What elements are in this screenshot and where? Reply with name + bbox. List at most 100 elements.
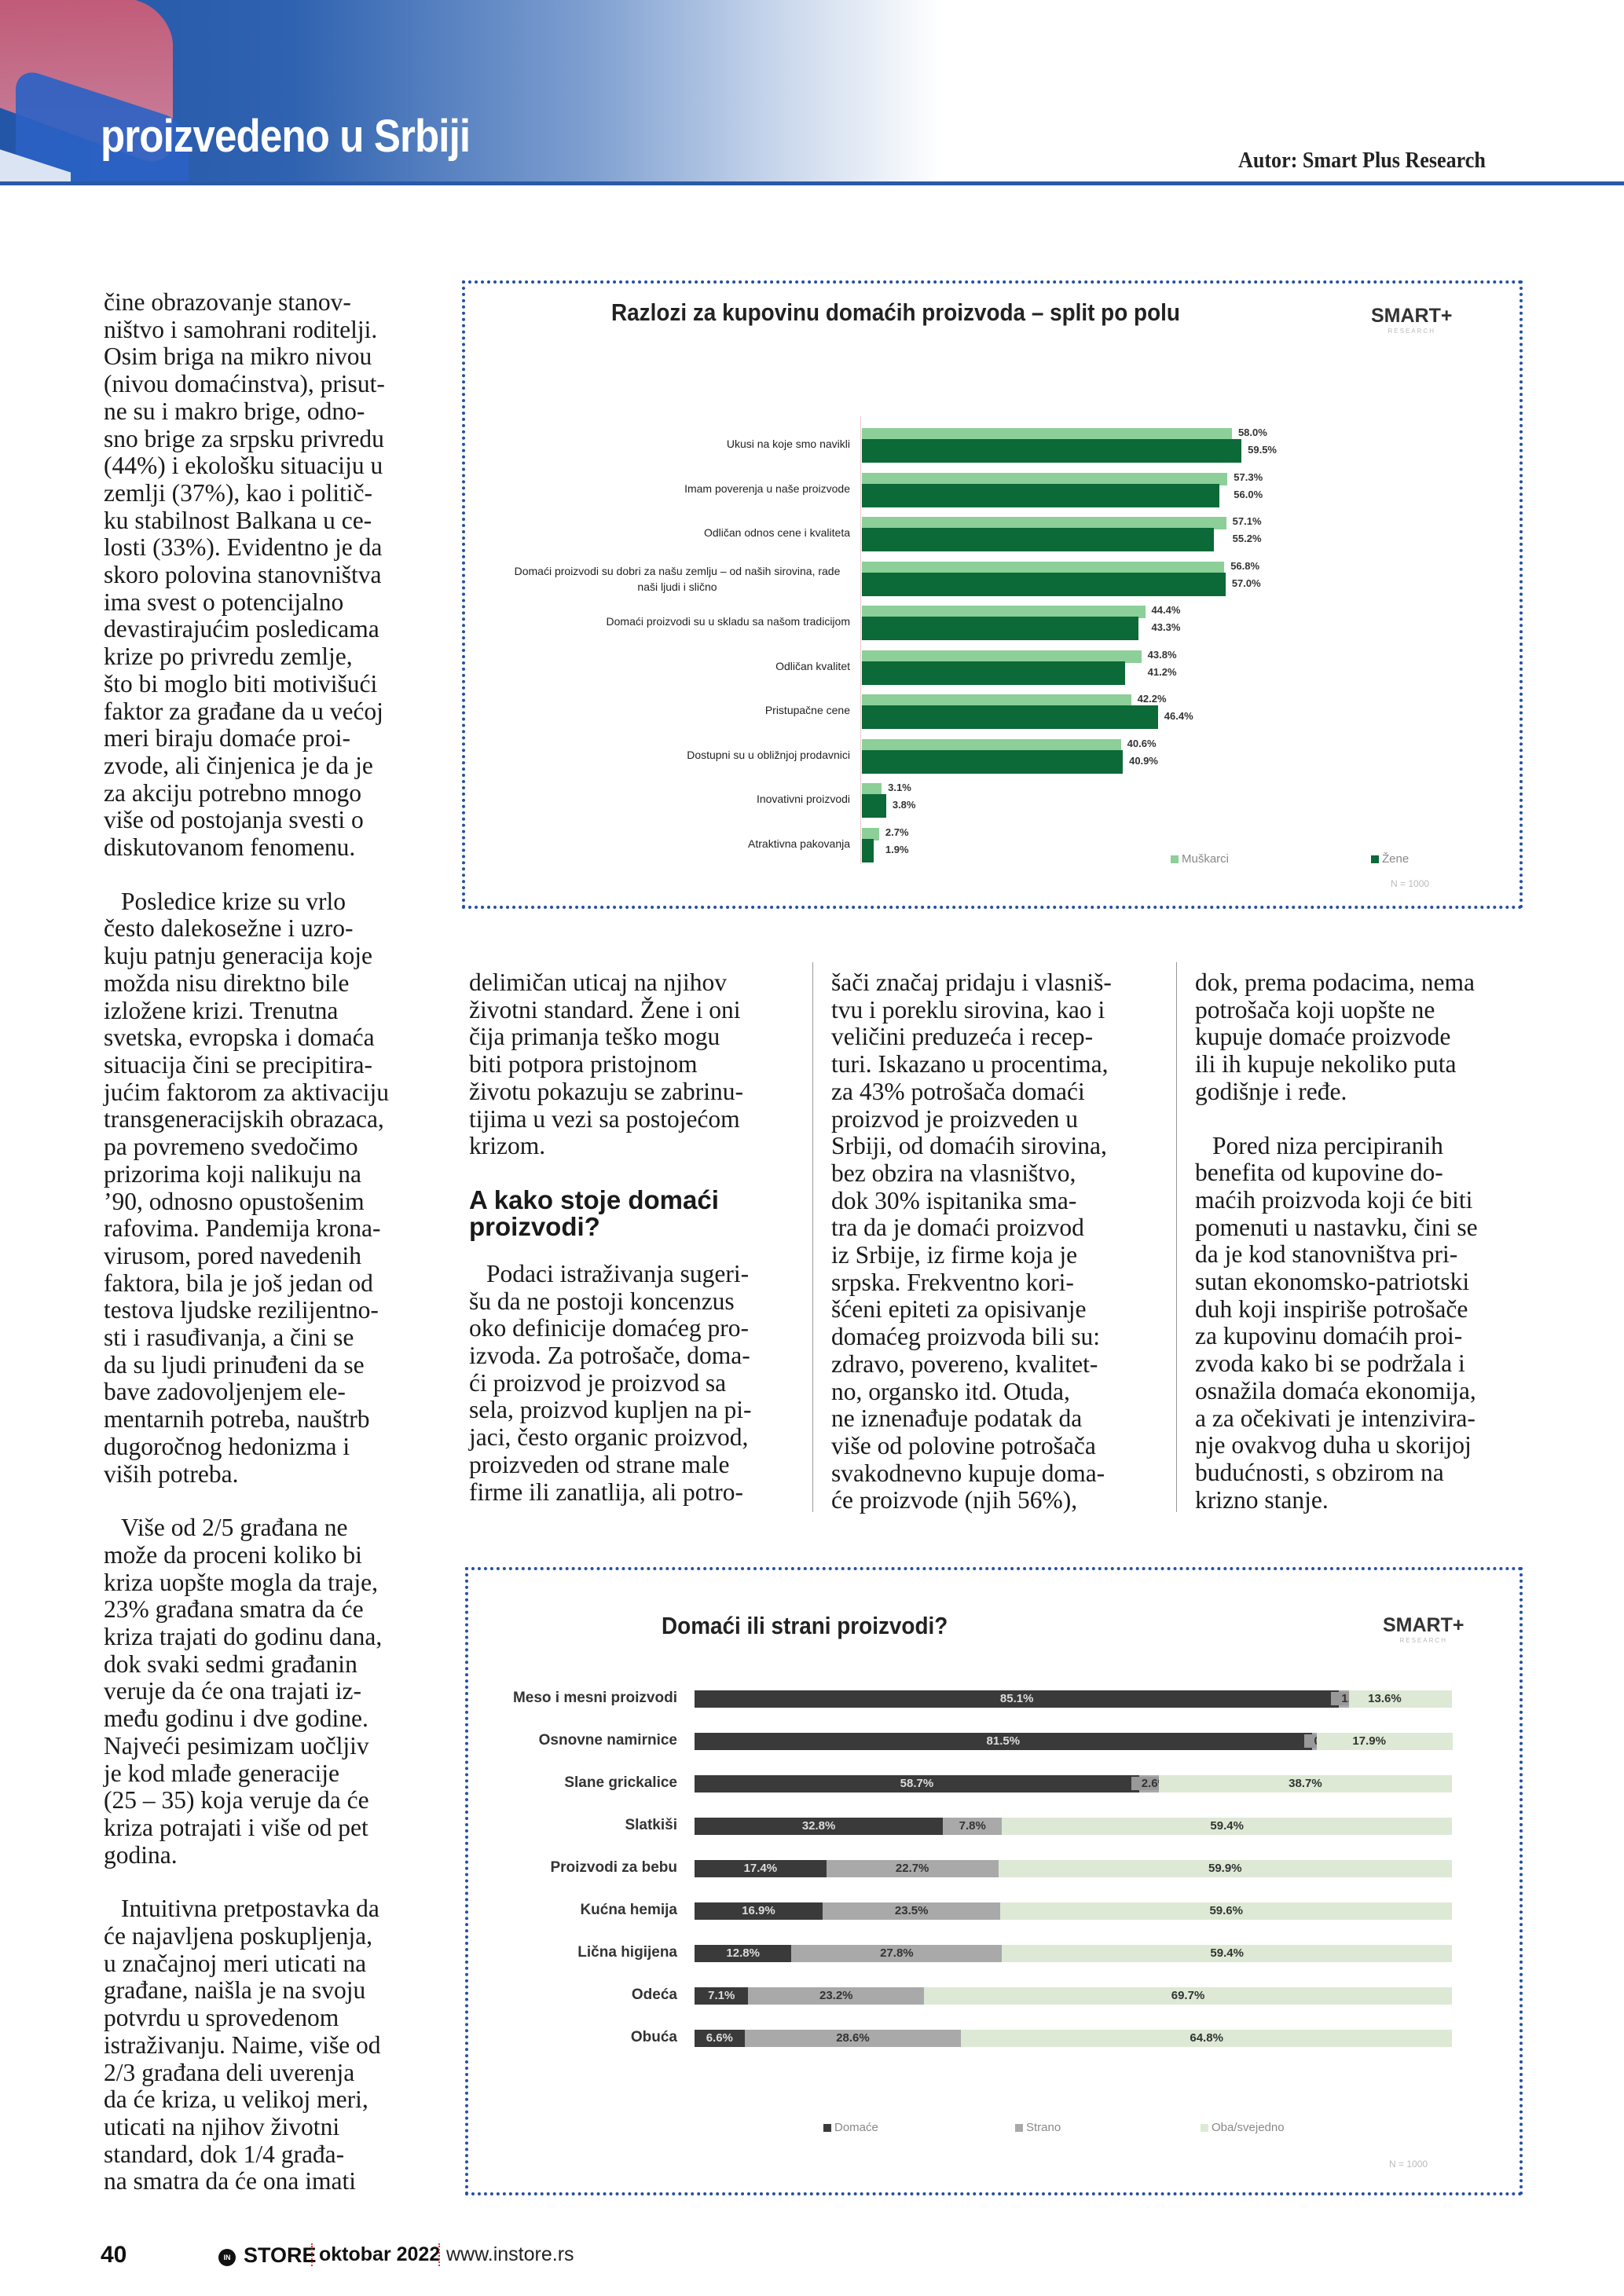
text-line: jućim faktorom za aktivaciju bbox=[104, 1078, 389, 1106]
text-line: Podaci istraživanja sugeri- bbox=[486, 1259, 750, 1287]
text-line: (44%) i ekološku situaciju u bbox=[104, 452, 383, 480]
text-line: kuju patnju generacija koje bbox=[104, 942, 372, 970]
chart1-category-label: Domaći proizvodi su dobri za našu zemlju… bbox=[514, 564, 841, 593]
column-divider bbox=[1176, 962, 1177, 1512]
paragraph: čine obrazovanje stanov-ništvo i samohra… bbox=[104, 288, 434, 862]
chart2-bar-obasvejedno bbox=[1002, 1818, 1452, 1835]
text-line: da je kod stanovništva pri- bbox=[1195, 1240, 1458, 1269]
paragraph: Intuitivna pretpostavka da će najavljena … bbox=[104, 1895, 434, 2195]
chart1-bar-muskarci bbox=[862, 650, 1142, 663]
text-line: srpska. Frekventno kori- bbox=[831, 1268, 1074, 1296]
text-line: Više od 2/5 građana ne bbox=[121, 1514, 348, 1542]
chart1-bar-muskarci bbox=[862, 517, 1226, 529]
chart1-axis-line bbox=[860, 416, 861, 864]
text-line: životni standard. Žene i oni bbox=[469, 995, 741, 1023]
text-line: na smatra da će ona imati bbox=[104, 2167, 356, 2195]
legend-label: Žene bbox=[1382, 852, 1410, 866]
text-line: osnažila domaća ekonomija, bbox=[1195, 1376, 1476, 1404]
chart1-bar-zene bbox=[862, 661, 1125, 685]
magazine-logo: IN STORE bbox=[218, 2243, 317, 2268]
chart2-value-label: 69.7% bbox=[1171, 1989, 1205, 2002]
chart1-bar-zene bbox=[862, 439, 1242, 463]
text-line: domaćeg proizvoda bili su: bbox=[831, 1323, 1101, 1351]
text-line: kriza trajati do godinu dana, bbox=[104, 1623, 383, 1651]
chart1-legend-item: Žene bbox=[1371, 852, 1409, 866]
chart2-sample-note: N = 1000 bbox=[1389, 2159, 1428, 2170]
chart1-bar-muskarci bbox=[862, 694, 1131, 707]
paragraph: šači značaj pridaju i vlasniš-tvu i pore… bbox=[831, 969, 1169, 1514]
column-divider bbox=[812, 962, 813, 1512]
chart2-bar-obasvejedno bbox=[961, 2030, 1452, 2047]
smart-plus-logo: SMART+ RESEARCH bbox=[1383, 1614, 1465, 1644]
chart2-value-label: 6.6% bbox=[706, 2031, 733, 2045]
chart1-value-muskarci: 2.7% bbox=[885, 826, 909, 838]
chart1-category-label: Atraktivna pakovanja bbox=[748, 837, 850, 850]
legend-label: Domaće bbox=[834, 2121, 878, 2134]
text-line: veličini preduzeća i recep- bbox=[831, 1023, 1094, 1051]
chart2-category-label: Obuća bbox=[630, 2029, 677, 2045]
chart2-value-label: 38.7% bbox=[1289, 1777, 1322, 1790]
chart1-bar-muskarci bbox=[862, 827, 879, 840]
chart1-value-muskarci: 56.8% bbox=[1230, 559, 1260, 572]
chart2-bar-strano bbox=[826, 1860, 999, 1877]
chart2-category-label: Slatkiši bbox=[625, 1817, 677, 1833]
paragraph: Posledice krize su vrlo često dalekosežne… bbox=[104, 888, 434, 1488]
chart2-category-label: Odeća bbox=[631, 1987, 677, 2003]
chart1-value-zene: 56.0% bbox=[1234, 488, 1263, 500]
chart2-legend-item: Oba/svejedno bbox=[1201, 2121, 1285, 2134]
text-line: ne su i makro brige, odno- bbox=[104, 397, 365, 425]
page-number: 40 bbox=[101, 2242, 127, 2268]
text-line: može da proceni koliko bi bbox=[104, 1540, 362, 1569]
chart1-bar-zene bbox=[862, 528, 1215, 551]
paragraph: Podaci istraživanja sugeri-šu da ne post… bbox=[469, 1259, 799, 1506]
chart2-value-label: 85.1% bbox=[999, 1692, 1034, 1705]
chart2-value-label: 23.2% bbox=[819, 1989, 853, 2002]
article-column-middle-1: delimičan uticaj na njihov životni standa… bbox=[469, 969, 799, 1532]
text-line: zvode, ali činjenica je da je bbox=[104, 751, 373, 779]
chart2-bar-strano bbox=[943, 1818, 1003, 1835]
text-line: za kupovinu domaćih proi- bbox=[1195, 1322, 1463, 1350]
text-line: Srbiji, od domaćih sirovina, bbox=[831, 1132, 1107, 1160]
chart1-value-zene: 55.2% bbox=[1232, 533, 1262, 544]
chart2-bar-domae bbox=[695, 2030, 745, 2047]
paragraph: Više od 2/5 građana ne može da proceni ko… bbox=[104, 1514, 434, 1869]
text-line: izložene krizi. Trenutna bbox=[104, 996, 339, 1024]
text-line: rafovima. Pandemija krona- bbox=[104, 1214, 381, 1243]
website-link[interactable]: www.instore.rs bbox=[438, 2243, 574, 2266]
text-line: transgeneracijskih obrazaca, bbox=[104, 1105, 384, 1133]
text-line: (25 – 35) koja veruje da će bbox=[104, 1786, 369, 1814]
text-line: zdravo, povereno, kvalitet- bbox=[831, 1349, 1098, 1378]
chart1-category-label: Imam poverenja u naše proizvode bbox=[684, 482, 850, 495]
chart1-value-zene: 59.5% bbox=[1248, 444, 1277, 456]
text-line: situacija čini se precipitira- bbox=[104, 1050, 372, 1078]
text-line: budućnosti, s obzirom na bbox=[1195, 1458, 1444, 1486]
chart1-value-zene: 46.4% bbox=[1164, 710, 1193, 722]
text-line: turi. Iskazano u procentima, bbox=[831, 1050, 1109, 1078]
chart2-value-label: 59.9% bbox=[1208, 1862, 1242, 1875]
text-line: ništvo i samohrani roditelji. bbox=[104, 315, 378, 343]
text-line: firme ili zanatlija, ali potro- bbox=[469, 1478, 743, 1506]
text-line: ’90, odnosno opustošenim bbox=[104, 1187, 365, 1215]
chart2-value-label: 16.9% bbox=[742, 1904, 775, 1917]
chart1-bar-zene bbox=[862, 838, 874, 862]
text-line: prizorima koji nalikuju na bbox=[104, 1159, 362, 1188]
chart2-value-label: 59.4% bbox=[1210, 1819, 1244, 1833]
chart2-category-label: Kućna hemija bbox=[580, 1902, 677, 1918]
text-line: nje ovakvog duha u skorijoj bbox=[1195, 1431, 1472, 1459]
text-line: potrošača koji uopšte ne bbox=[1195, 995, 1435, 1023]
text-line: zemlji (37%), kao i politič- bbox=[104, 478, 373, 507]
text-line: viših potreba. bbox=[104, 1459, 239, 1488]
text-line: sti i rasuđivanja, a čini se bbox=[104, 1324, 354, 1352]
chart2-title: Domaći ili strani proizvodi? bbox=[662, 1612, 948, 1639]
text-line: u značajnoj meri uticati na bbox=[104, 1949, 367, 1977]
text-line: proizveden od strane male bbox=[469, 1450, 730, 1478]
text-line: dok 30% ispitanika sma- bbox=[831, 1186, 1077, 1214]
text-line: 2/3 građana deli uverenja bbox=[104, 2058, 355, 2086]
chart1-category-label: Inovativni proizvodi bbox=[756, 793, 850, 805]
text-line: losti (33%). Evidentno je da bbox=[104, 533, 383, 562]
text-line: krizno stanje. bbox=[1195, 1485, 1329, 1514]
text-line: možda nisu direktno bile bbox=[104, 969, 350, 997]
text-line: da će kriza, u velikoj meri, bbox=[104, 2085, 368, 2114]
chart1-sample-note: N = 1000 bbox=[1391, 878, 1430, 889]
text-line: istraživanju. Naime, više od bbox=[104, 2031, 381, 2059]
